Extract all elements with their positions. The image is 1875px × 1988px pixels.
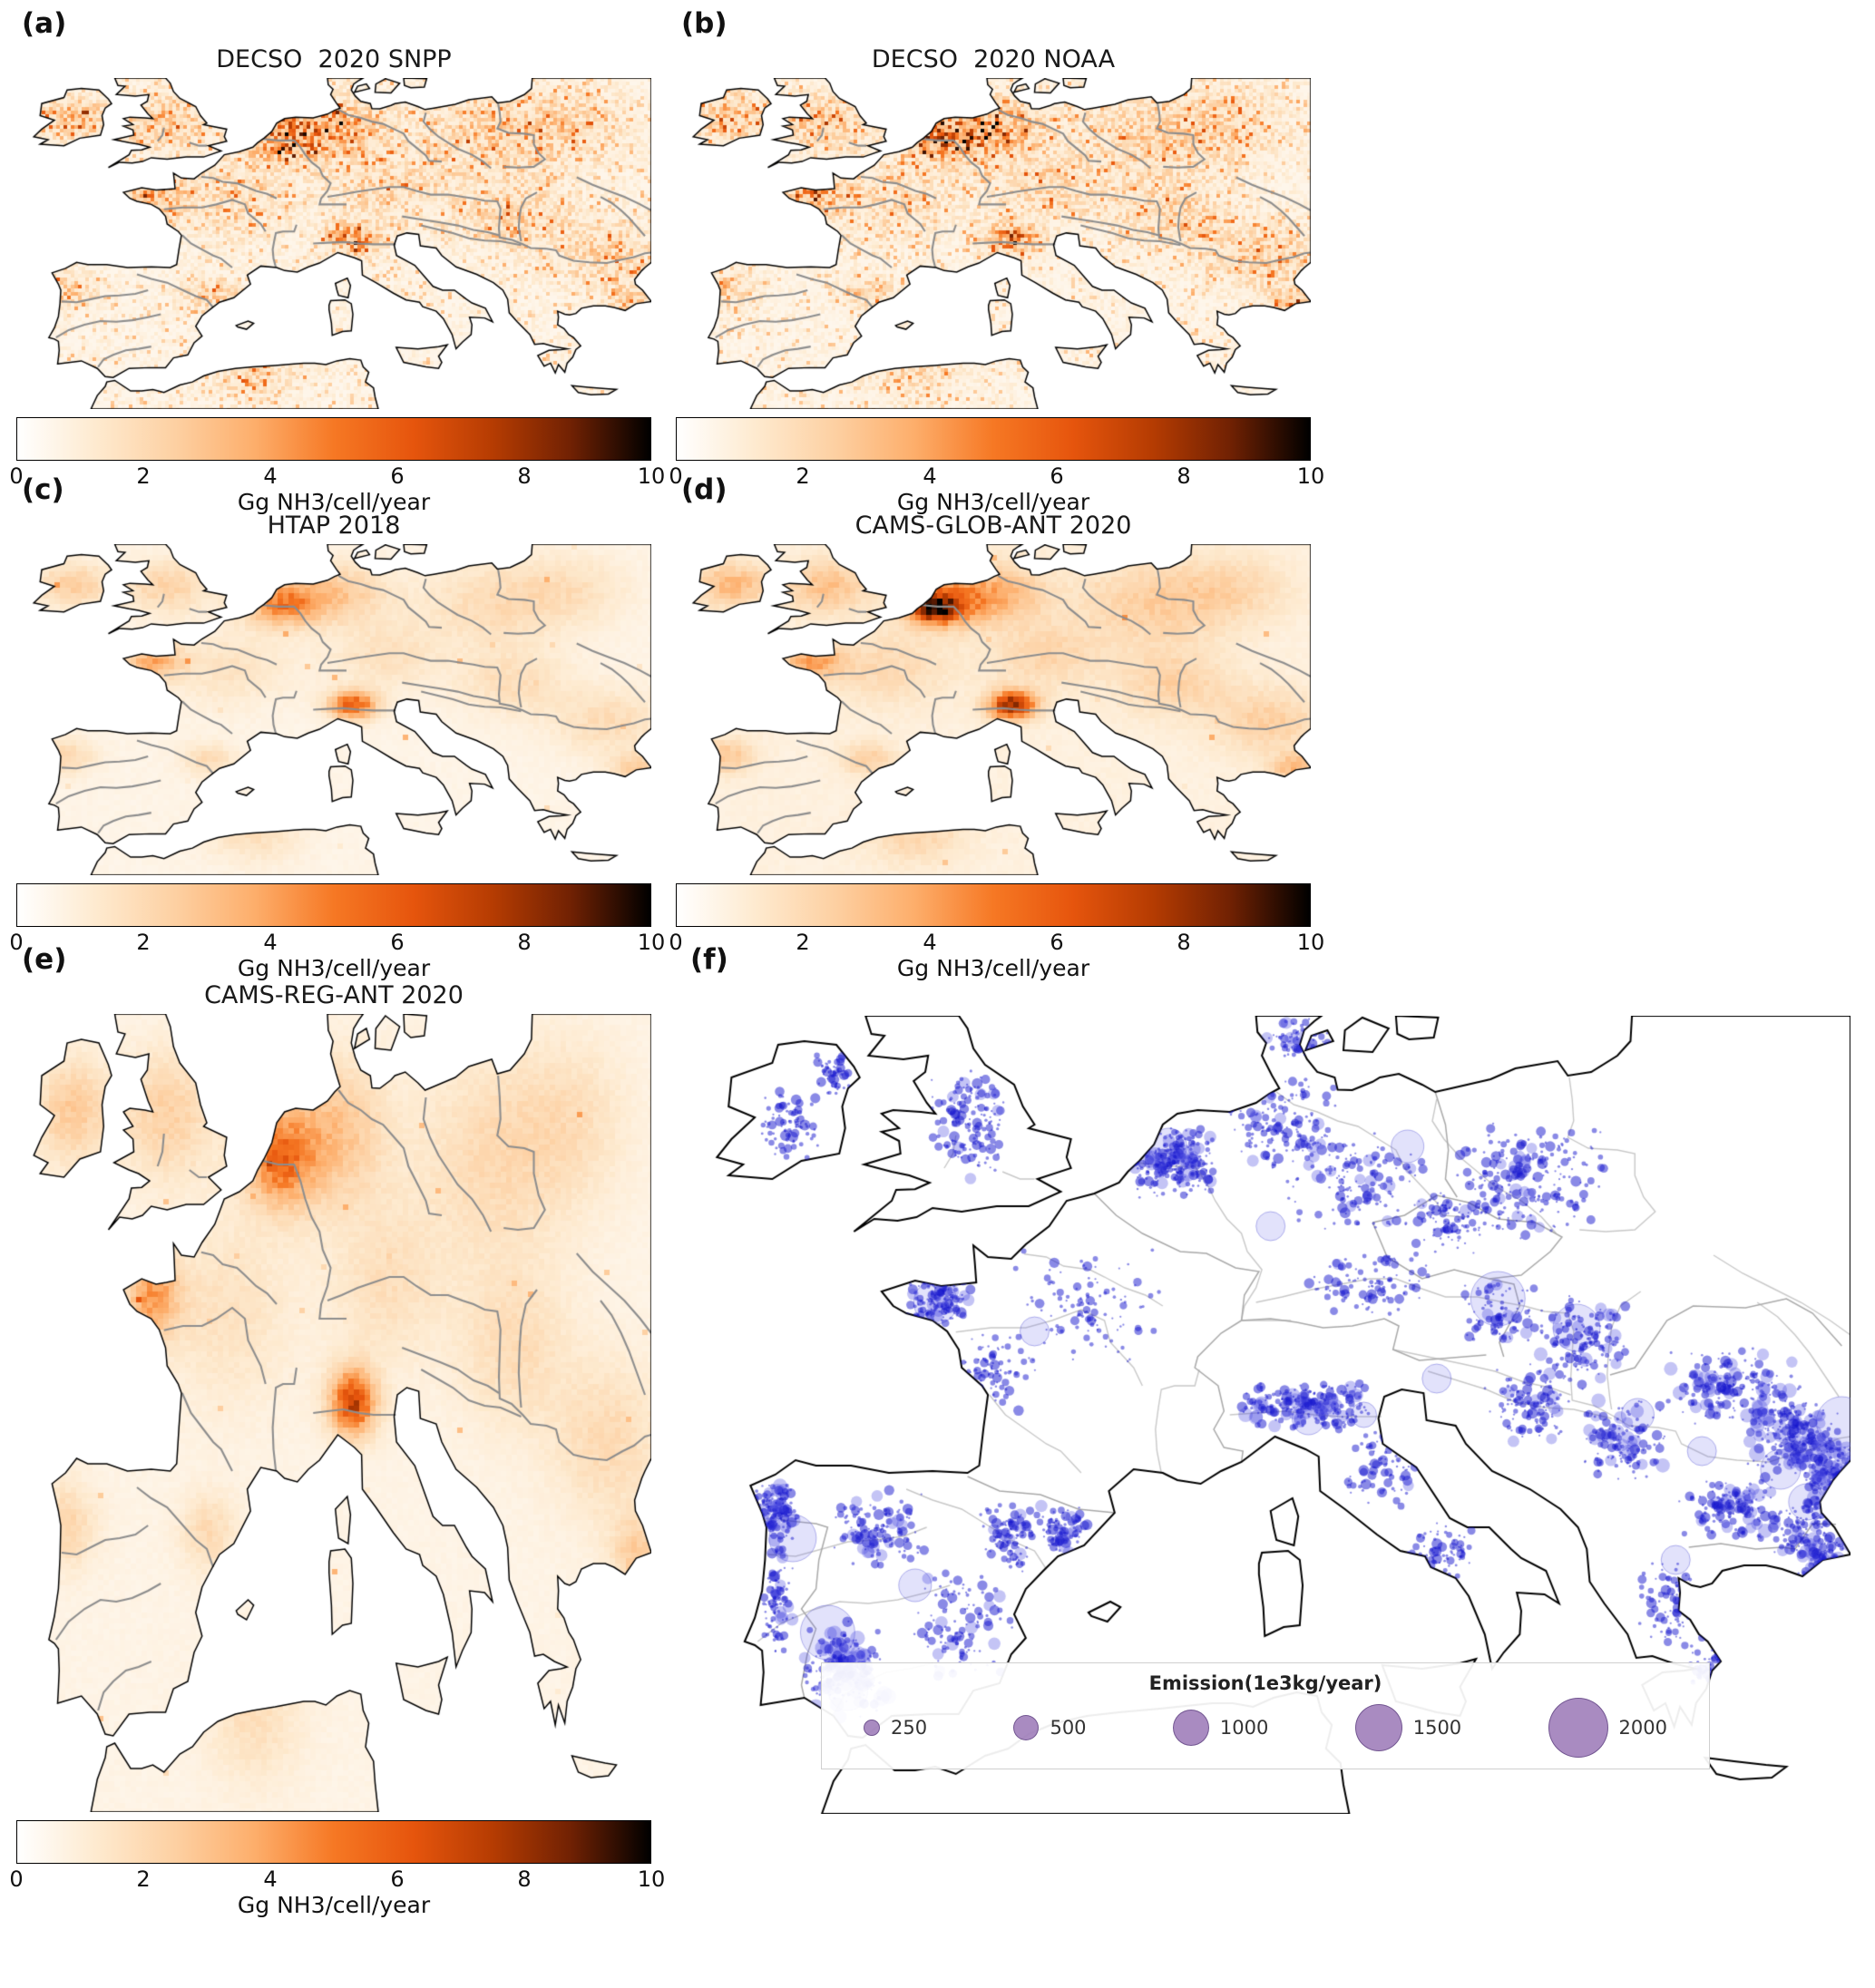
- panel-c: (c) HTAP 2018 0 2 4 6 8 10 Gg NH3/cell/y…: [9, 472, 665, 981]
- panel-e: (e) CAMS-REG-ANT 2020 0 2 4 6 8 10 Gg NH…: [9, 941, 665, 1918]
- colorbar-tick: 10: [637, 1866, 666, 1892]
- panel-d: (d) CAMS-GLOB-ANT 2020 0 2 4 6 8 10 Gg N…: [669, 472, 1324, 981]
- map-b-canvas: [676, 78, 1311, 409]
- panel-a-title: DECSO 2020 SNPP: [216, 45, 452, 73]
- legend-title: Emission(1e3kg/year): [1148, 1672, 1382, 1694]
- panel-f-label: (f): [690, 943, 728, 976]
- colorbar-tick: 4: [263, 463, 278, 489]
- colorbar-a-ticks: 0 2 4 6 8 10: [9, 461, 665, 489]
- panel-b: (b) DECSO 2020 NOAA 0 2 4 6 8 10 Gg NH3/…: [669, 5, 1324, 515]
- colorbar-tick: 6: [390, 930, 405, 955]
- colorbar-e-unit: Gg NH3/cell/year: [237, 1892, 431, 1918]
- panel-a: (a) DECSO 2020 SNPP 0 2 4 6 8 10 Gg NH3/…: [9, 5, 665, 515]
- legend-row: 250 500 1000 1500 2000: [822, 1694, 1709, 1769]
- panel-c-title: HTAP 2018: [267, 512, 401, 540]
- colorbar-tick: 6: [1050, 930, 1064, 955]
- map-c-canvas: [16, 544, 651, 875]
- colorbar-tick: 8: [1177, 930, 1191, 955]
- colorbar-tick: 4: [923, 463, 937, 489]
- panel-a-label: (a): [22, 7, 67, 40]
- emission-legend: Emission(1e3kg/year) 250 500 1000 1500: [821, 1662, 1710, 1769]
- colorbar-tick: 8: [517, 930, 532, 955]
- panel-f: (f) Emission(1e3kg/year) 250 500 1000: [685, 941, 1851, 1814]
- colorbar-d-ticks: 0 2 4 6 8 10: [669, 927, 1324, 955]
- colorbar-tick: 4: [263, 930, 278, 955]
- colorbar-tick: 0: [9, 463, 24, 489]
- color-bar-tick: 10: [1296, 463, 1325, 489]
- colorbar-e-ticks: 0 2 4 6 8 10: [9, 1864, 665, 1892]
- colorbar-tick: 2: [796, 930, 810, 955]
- legend-value-1500: 1500: [1412, 1717, 1462, 1739]
- colorbar-tick: 8: [1177, 463, 1191, 489]
- legend-item-250: 250: [864, 1717, 927, 1739]
- colorbar-tick: 4: [263, 1866, 278, 1892]
- map-e-canvas: [16, 1014, 651, 1812]
- legend-value-500: 500: [1050, 1717, 1087, 1739]
- colorbar-tick: 0: [669, 930, 683, 955]
- colorbar-a-unit: Gg NH3/cell/year: [237, 489, 431, 515]
- legend-item-1500: 1500: [1354, 1704, 1462, 1751]
- colorbar-tick: 8: [517, 463, 532, 489]
- panel-e-title: CAMS-REG-ANT 2020: [204, 981, 464, 1009]
- panel-f-spacer: [685, 981, 1851, 1016]
- legend-item-1000: 1000: [1172, 1710, 1269, 1746]
- map-a-canvas: [16, 78, 651, 409]
- colorbar-tick: 8: [517, 1866, 532, 1892]
- legend-value-2000: 2000: [1618, 1717, 1667, 1739]
- colorbar-c: [16, 883, 651, 927]
- colorbar-tick: 10: [637, 463, 666, 489]
- legend-item-2000: 2000: [1548, 1698, 1667, 1758]
- colorbar-tick: 0: [9, 1866, 24, 1892]
- legend-value-1000: 1000: [1219, 1717, 1269, 1739]
- panel-c-label: (c): [22, 473, 64, 506]
- legend-value-250: 250: [891, 1717, 928, 1739]
- colorbar-tick: 4: [923, 930, 937, 955]
- colorbar-d-unit: Gg NH3/cell/year: [896, 955, 1090, 981]
- colorbar-tick: 2: [796, 463, 810, 489]
- legend-bubble-250: [864, 1720, 880, 1736]
- legend-bubble-1000: [1172, 1710, 1209, 1746]
- panel-d-title: CAMS-GLOB-ANT 2020: [854, 512, 1132, 540]
- panel-e-label: (e): [22, 943, 67, 976]
- colorbar-tick: 10: [1296, 930, 1325, 955]
- colorbar-tick: 0: [9, 930, 24, 955]
- legend-item-500: 500: [1013, 1715, 1087, 1740]
- map-d-canvas: [676, 544, 1311, 875]
- colorbar-c-unit: Gg NH3/cell/year: [237, 955, 431, 981]
- colorbar-tick: 6: [1050, 463, 1064, 489]
- colorbar-b-unit: Gg NH3/cell/year: [896, 489, 1090, 515]
- colorbar-a: [16, 417, 651, 461]
- colorbar-tick: 6: [390, 1866, 405, 1892]
- colorbar-c-ticks: 0 2 4 6 8 10: [9, 927, 665, 955]
- colorbar-tick: 2: [136, 930, 151, 955]
- panel-d-label: (d): [681, 473, 728, 506]
- colorbar-e: [16, 1820, 651, 1864]
- colorbar-tick: 0: [669, 463, 683, 489]
- colorbar-tick: 2: [136, 1866, 151, 1892]
- legend-bubble-500: [1013, 1715, 1040, 1740]
- colorbar-b-ticks: 0 2 4 6 8 10: [669, 461, 1324, 489]
- panel-b-title: DECSO 2020 NOAA: [871, 45, 1116, 73]
- colorbar-d: [676, 883, 1311, 927]
- panel-b-label: (b): [681, 7, 728, 40]
- colorbar-tick: 6: [390, 463, 405, 489]
- legend-bubble-2000: [1548, 1698, 1608, 1758]
- legend-bubble-1500: [1354, 1704, 1402, 1751]
- colorbar-tick: 10: [637, 930, 666, 955]
- colorbar-b: [676, 417, 1311, 461]
- colorbar-tick: 2: [136, 463, 151, 489]
